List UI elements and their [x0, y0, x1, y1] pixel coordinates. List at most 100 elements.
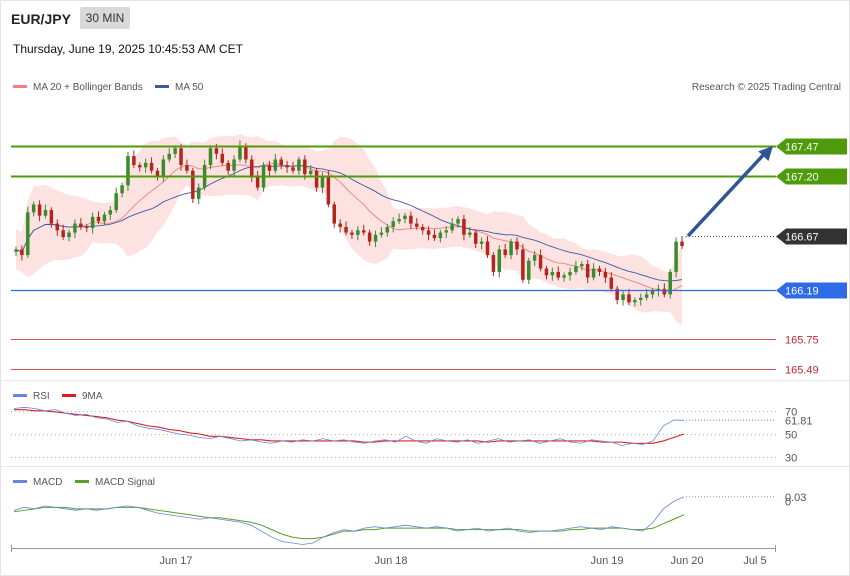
candle-body	[238, 145, 242, 160]
candle-body	[527, 260, 531, 280]
candle-body	[668, 271, 672, 295]
candle-body	[385, 226, 390, 233]
candle-body	[356, 230, 360, 235]
support-label: 165.49	[785, 365, 819, 377]
candle-body	[49, 210, 54, 224]
candle-body	[509, 241, 513, 256]
candle-body	[403, 215, 407, 220]
candle-body	[473, 232, 478, 244]
candle-body	[102, 214, 107, 222]
x-tick-label: Jun 20	[670, 555, 703, 567]
candle-body	[308, 170, 313, 175]
candle-body	[544, 268, 549, 276]
candle-body	[391, 221, 395, 227]
candle-body	[627, 294, 631, 303]
candle-body	[638, 297, 643, 301]
current-price-label: 166.67	[785, 232, 819, 244]
candle-body	[562, 275, 566, 278]
candle-body	[556, 271, 560, 278]
candle-body	[273, 159, 278, 171]
resistance-tag	[776, 138, 847, 155]
macd-signal-legend-label: MACD Signal	[95, 477, 155, 488]
candle-body	[120, 185, 124, 194]
price-panel	[11, 134, 847, 370]
forecast-arrow-head	[758, 145, 773, 161]
rsi-legend-label: RSI	[33, 391, 50, 402]
candle-body	[208, 148, 213, 166]
candle-body	[214, 148, 219, 154]
candle-body	[585, 264, 590, 278]
rsi-tick-label: 70	[785, 407, 797, 419]
candle-body	[550, 271, 555, 276]
candle-body	[26, 212, 30, 256]
candle-body	[61, 230, 65, 238]
candle-body	[609, 277, 614, 289]
rsi-line	[13, 406, 685, 447]
timeframe-badge[interactable]: 30 MIN	[80, 7, 130, 29]
rsi-ma-line	[14, 409, 685, 444]
candle-body	[320, 176, 325, 188]
candle-body	[226, 162, 230, 171]
candle-body	[161, 159, 166, 177]
ma50-legend-swatch	[155, 85, 169, 88]
candle-body	[591, 268, 596, 278]
candle-body	[521, 249, 525, 280]
x-tick-label: Jul 5	[743, 555, 766, 567]
candle-body	[450, 223, 454, 231]
candle-body	[574, 266, 578, 272]
candle-body	[580, 264, 584, 267]
candle-body	[485, 241, 490, 256]
candle-body	[84, 226, 89, 229]
candle-body	[479, 241, 484, 244]
candle-body	[279, 159, 283, 166]
candle-body	[468, 232, 472, 235]
candle-body	[55, 223, 60, 231]
candle-body	[462, 219, 466, 235]
macd-signal-line	[13, 506, 685, 540]
candle-body	[515, 241, 519, 250]
candle-body	[167, 153, 171, 160]
resistance-tag	[776, 168, 847, 185]
candle-body	[108, 210, 113, 215]
candle-body	[503, 249, 507, 256]
candle-body	[444, 230, 449, 233]
candle-body	[14, 249, 18, 252]
candle-body	[267, 165, 272, 171]
x-tick-label: Jun 18	[374, 555, 407, 567]
candle-body	[332, 204, 337, 224]
candle-body	[532, 255, 537, 261]
candle-body	[456, 219, 460, 224]
macd-legend-swatch	[13, 480, 27, 483]
candle-body	[314, 170, 319, 188]
copyright-label: Research © 2025 Trading Central	[692, 82, 841, 93]
candle-body	[497, 249, 502, 272]
candle-body	[538, 255, 543, 269]
candle-body	[420, 226, 425, 231]
candle-body	[633, 300, 637, 303]
candle-body	[179, 148, 183, 166]
ma20-legend-label: MA 20 + Bollinger Bands	[33, 82, 143, 93]
resistance-label: 167.47	[785, 142, 819, 154]
macd-panel	[13, 496, 776, 545]
candle-body	[220, 153, 225, 163]
candle-body	[132, 156, 136, 166]
candle-body	[674, 241, 678, 272]
candle-body	[114, 193, 118, 211]
candle-body	[426, 230, 431, 235]
candle-body	[73, 223, 77, 233]
candle-body	[615, 288, 619, 301]
macd-legend-label: MACD	[33, 477, 62, 488]
candle-body	[96, 216, 101, 222]
candle-body	[379, 232, 384, 235]
rsi-tick-label: 30	[785, 453, 797, 465]
candle-body	[650, 291, 655, 295]
candle-body	[232, 159, 236, 171]
rsi-last-label: 61.81	[785, 415, 813, 427]
chart-header: EUR/JPY 30 MIN Thursday, June 19, 2025 1…	[0, 0, 850, 90]
candle-body	[361, 230, 366, 233]
candle-body	[367, 232, 372, 242]
resistance-label: 167.20	[785, 172, 819, 184]
rsi-ma-legend-label: 9MA	[82, 391, 103, 402]
bollinger-band	[16, 134, 682, 326]
